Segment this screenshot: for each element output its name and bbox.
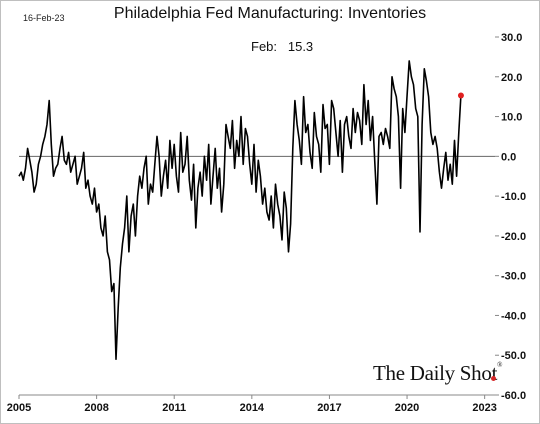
x-tick-label: 2014 — [240, 402, 265, 414]
x-tick-label: 2023 — [472, 402, 496, 414]
x-tick-label: 2011 — [162, 402, 186, 414]
brand-dot — [491, 376, 496, 381]
y-tick-label: -40.0 — [501, 310, 526, 322]
brand-logo: The Daily Shot® — [373, 361, 502, 386]
chart-title: Philadelphia Fed Manufacturing: Inventor… — [113, 5, 427, 22]
latest-value-number: 15.3 — [287, 39, 314, 54]
series-line — [18, 60, 462, 360]
y-tick-label: 30.0 — [501, 32, 522, 44]
plot-area — [18, 60, 464, 360]
last-point-marker — [457, 92, 464, 99]
y-tick-label: -20.0 — [501, 231, 526, 243]
y-tick-label: 20.0 — [501, 72, 522, 84]
x-tick-label: 2008 — [84, 402, 108, 414]
y-tick-label: -50.0 — [501, 350, 526, 362]
y-tick-label: 0.0 — [501, 151, 516, 163]
y-tick-label: -10.0 — [501, 191, 526, 203]
x-tick-label: 2020 — [395, 402, 419, 414]
x-tick-label: 2017 — [317, 402, 341, 414]
y-tick-label: -60.0 — [501, 390, 526, 402]
latest-value-label: Feb: — [251, 39, 278, 54]
y-tick-label: 10.0 — [501, 112, 522, 124]
latest-value-annotation: Feb: 15.3 — [251, 39, 313, 54]
date-stamp: 16-Feb-23 — [23, 13, 65, 23]
brand-registered-mark: ® — [497, 361, 503, 369]
y-tick-label: -30.0 — [501, 271, 526, 283]
x-tick-label: 2005 — [7, 402, 31, 414]
chart-axes: 30.0 20.0 10.0 0.0 -10.0 -20.0 -30.0 -40.0 -50.0… — [7, 32, 526, 414]
brand-name: The Daily Shot — [373, 361, 498, 385]
